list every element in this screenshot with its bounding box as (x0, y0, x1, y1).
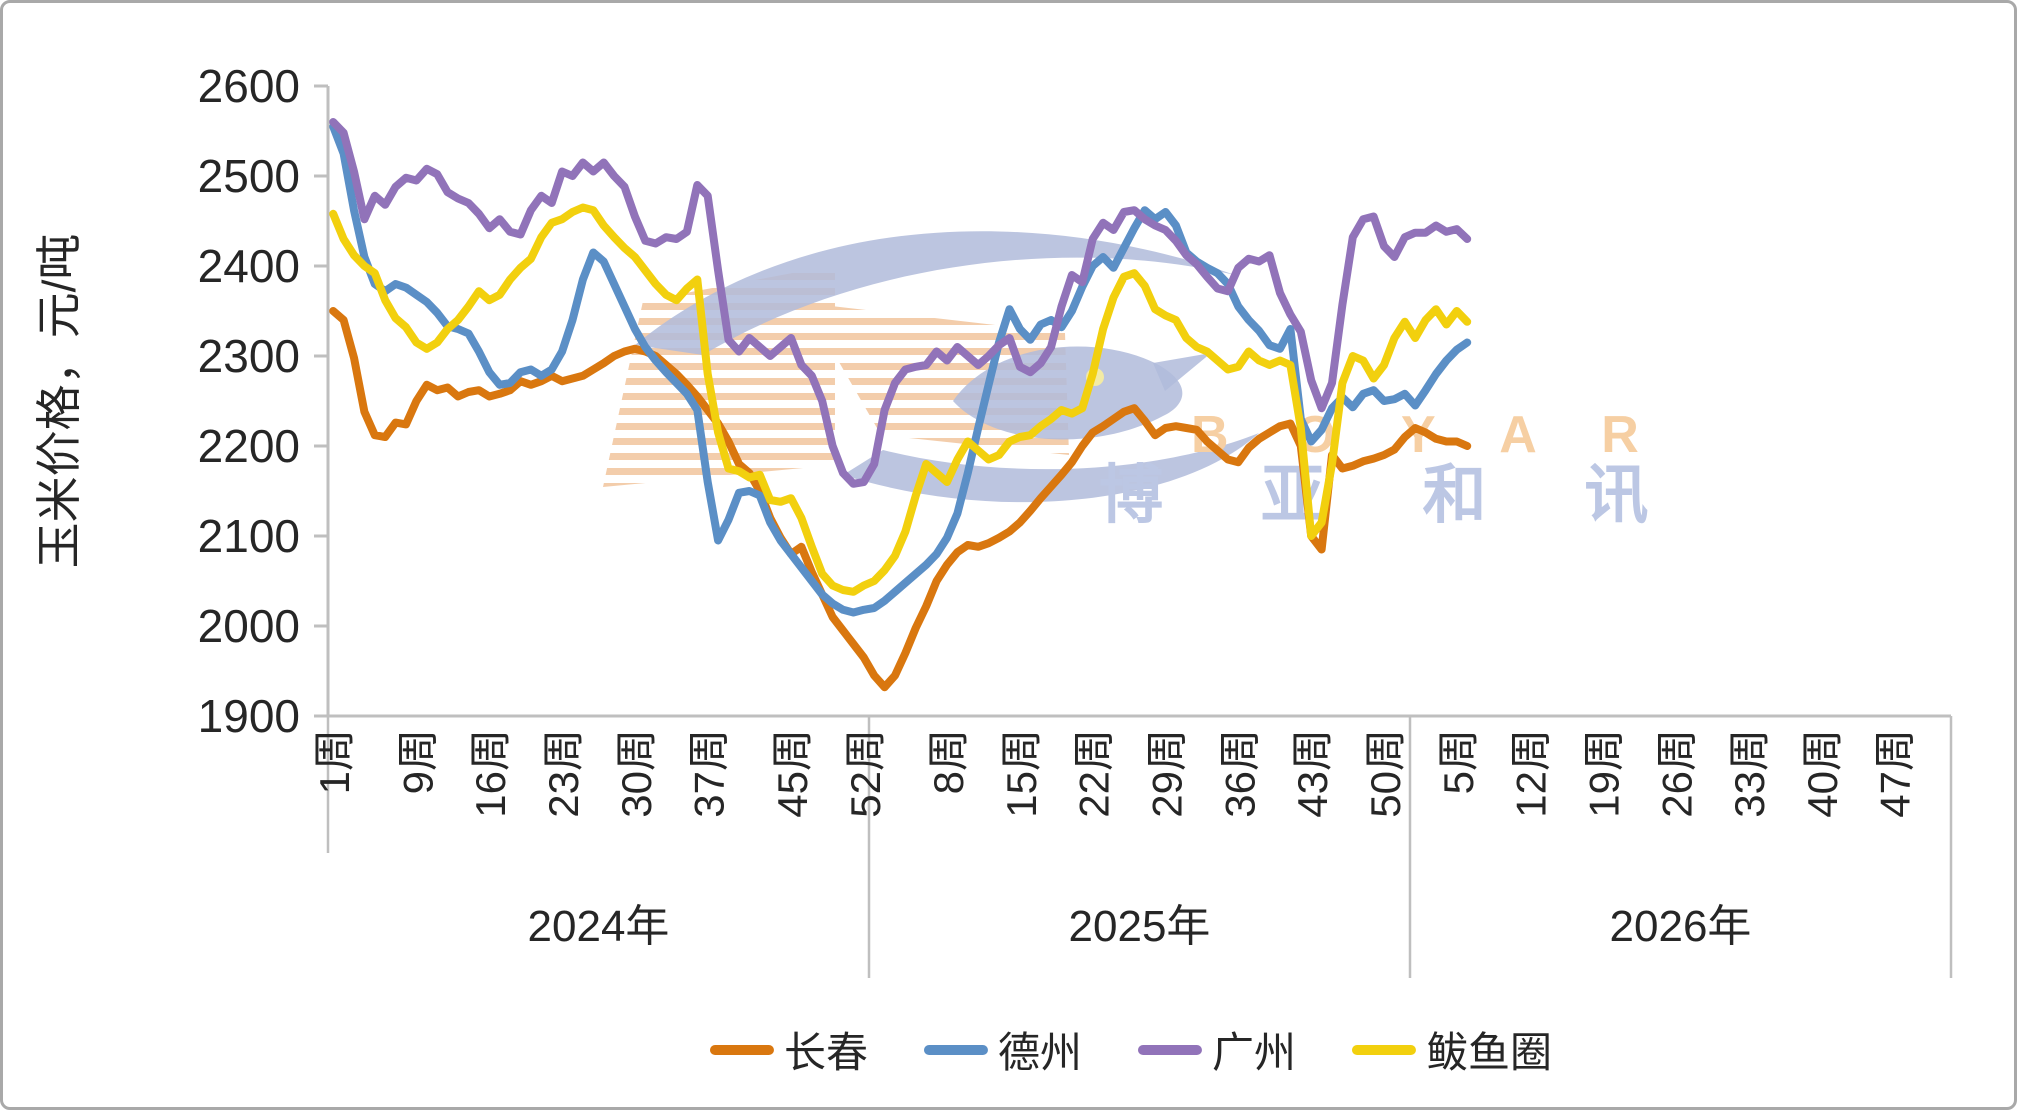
year-label: 2026年 (1610, 902, 1752, 951)
legend-item-长春: 长春 (709, 1019, 868, 1080)
legend-item-德州: 德州 (923, 1019, 1082, 1080)
week-tick-label: 19周 (1580, 729, 1627, 818)
week-tick-label: 30周 (613, 729, 660, 818)
legend-swatch (709, 1044, 774, 1055)
y-tick-label: 1900 (198, 690, 300, 742)
week-tick-label: 5周 (1435, 729, 1482, 794)
legend-label: 长春 (783, 1029, 868, 1076)
y-tick-label: 2000 (198, 600, 300, 652)
year-label: 2024年 (528, 902, 670, 951)
legend-item-广州: 广州 (1138, 1019, 1296, 1080)
y-tick-label: 2400 (198, 240, 300, 292)
legend-item-鲅鱼圈: 鲅鱼圈 (1352, 1019, 1552, 1080)
week-tick-label: 37周 (686, 729, 733, 818)
week-tick-label: 45周 (769, 729, 816, 818)
week-tick-label: 43周 (1289, 729, 1336, 818)
week-tick-label: 26周 (1653, 729, 1700, 818)
axes: 1900 2000 2100 2200 2300 2400 2500 2600 1周 9周 16周 2… (198, 60, 1953, 978)
series-lines (329, 118, 1472, 692)
week-tick-label: 47周 (1872, 729, 1919, 818)
y-tick-label: 2300 (198, 330, 300, 382)
year-label: 2025年 (1069, 902, 1211, 951)
series-line-广州 (329, 118, 1472, 488)
y-tick-label: 2100 (198, 510, 300, 562)
week-tick-label: 22周 (1071, 729, 1118, 818)
week-tick-label: 36周 (1216, 729, 1263, 818)
legend-label: 广州 (1212, 1029, 1297, 1076)
corn-price-line-chart: B O Y A R 博 亚 和 讯 1900200021002200230024… (33, 60, 1953, 978)
week-tick-label: 12周 (1508, 729, 1555, 818)
series-line-鲅鱼圈 (329, 203, 1472, 596)
y-tick-label: 2200 (198, 420, 300, 472)
legend-swatch (1352, 1044, 1417, 1055)
week-tick-label: 15周 (998, 729, 1045, 818)
y-tick-label: 2600 (198, 60, 300, 112)
legend-swatch (1138, 1044, 1202, 1055)
week-tick-label: 1周 (311, 729, 358, 794)
legend-label: 鲅鱼圈 (1426, 1029, 1553, 1076)
legend: 长春 德州 广州 鲅鱼圈 (709, 1019, 1552, 1080)
y-axis-title: 玉米价格，元/吨 (33, 234, 85, 569)
series-line-德州 (329, 122, 1472, 617)
week-tick-label: 33周 (1726, 729, 1773, 818)
series-line-长春 (329, 307, 1472, 692)
week-tick-label: 52周 (842, 729, 889, 818)
legend-label: 德州 (997, 1029, 1082, 1076)
y-tick-label: 2500 (198, 150, 300, 202)
week-tick-label: 50周 (1362, 729, 1409, 818)
week-tick-label: 40周 (1799, 729, 1846, 818)
week-tick-label: 9周 (394, 729, 441, 794)
week-tick-label: 8周 (925, 729, 972, 794)
week-tick-label: 23周 (540, 729, 587, 818)
week-tick-label: 29周 (1143, 729, 1190, 818)
week-tick-label: 16周 (467, 729, 514, 818)
watermark-cn-text: 博 亚 和 讯 (1099, 459, 1688, 531)
legend-swatch (923, 1044, 988, 1055)
